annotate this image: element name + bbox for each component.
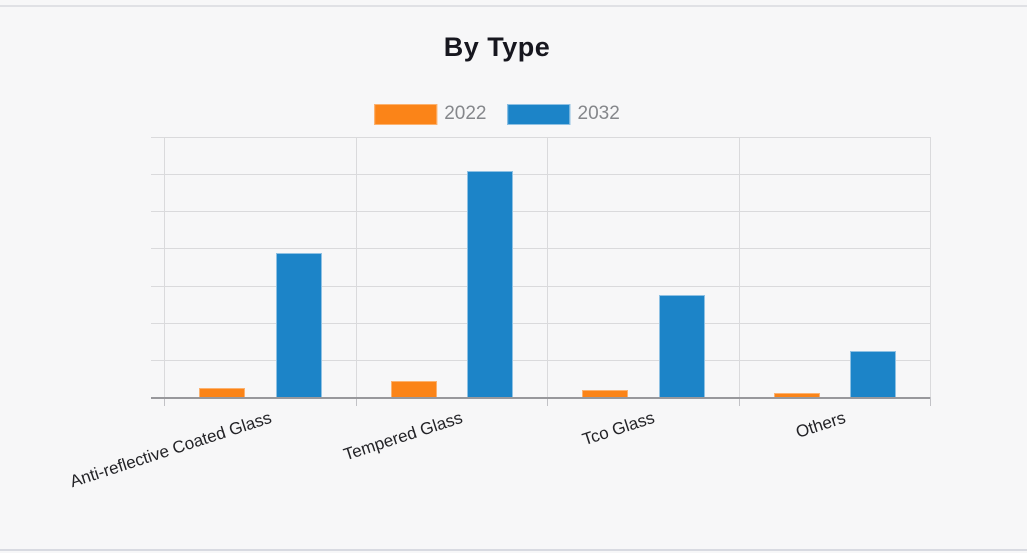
x-axis-label-anti-reflective-coated-glass: Anti-reflective Coated Glass	[67, 408, 274, 492]
horizontal-gridline	[151, 174, 930, 176]
legend: 2022 2032	[374, 103, 620, 125]
bar-2032-tco-glass[interactable]	[658, 295, 705, 397]
bar-2022-tco-glass[interactable]	[582, 390, 628, 397]
bar-2022-anti-reflective-coated-glass[interactable]	[199, 388, 245, 397]
x-axis-tick	[930, 397, 931, 406]
vertical-gridline	[355, 137, 357, 397]
x-axis-label-tco-glass: Tco Glass	[579, 408, 657, 450]
legend-label-2032: 2032	[577, 103, 620, 124]
vertical-gridline	[547, 137, 548, 397]
horizontal-gridline	[151, 211, 930, 213]
x-axis-tick	[547, 397, 548, 406]
chart-title: By Type	[443, 32, 551, 62]
horizontal-gridline	[151, 285, 930, 287]
x-axis-tick	[355, 397, 357, 406]
legend-swatch-2032	[507, 103, 571, 125]
vertical-gridline	[930, 137, 931, 397]
plot-area	[151, 137, 931, 406]
vertical-gridline	[738, 137, 740, 397]
vertical-gridline	[164, 137, 165, 397]
x-axis-line	[151, 397, 930, 399]
legend-item-2022[interactable]: 2022	[374, 103, 487, 125]
horizontal-gridline	[151, 359, 930, 361]
x-axis-label-tempered-glass: Tempered Glass	[341, 408, 466, 465]
horizontal-gridline	[151, 322, 930, 324]
bar-2032-tempered-glass[interactable]	[467, 171, 513, 397]
legend-swatch-2022	[374, 103, 438, 125]
bar-2032-others[interactable]	[850, 350, 896, 397]
x-axis-label-others: Others	[793, 408, 849, 442]
horizontal-gridline	[151, 248, 930, 250]
horizontal-gridline	[151, 137, 930, 138]
legend-item-2032[interactable]: 2032	[507, 103, 620, 125]
x-axis-tick	[738, 397, 740, 406]
bar-2032-anti-reflective-coated-glass[interactable]	[275, 252, 322, 397]
bar-2022-others[interactable]	[773, 392, 820, 397]
bottom-divider	[0, 549, 1027, 551]
x-axis-tick	[164, 397, 165, 406]
legend-label-2022: 2022	[444, 103, 487, 124]
top-divider	[0, 5, 1027, 7]
bar-2022-tempered-glass[interactable]	[390, 381, 437, 397]
